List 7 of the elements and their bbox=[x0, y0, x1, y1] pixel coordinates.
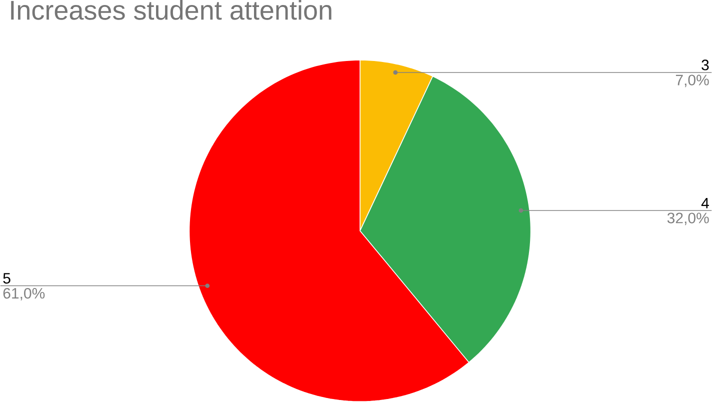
data-label: 61,0% bbox=[3, 288, 45, 300]
slice-label: 4 bbox=[701, 198, 709, 208]
slice-label: 3 bbox=[702, 60, 709, 70]
data-label: 32,0% bbox=[667, 212, 709, 226]
chart-title: Increases student attention bbox=[11, 0, 332, 20]
slice-label: 5 bbox=[3, 273, 10, 284]
data-label: 7,0% bbox=[676, 74, 709, 88]
